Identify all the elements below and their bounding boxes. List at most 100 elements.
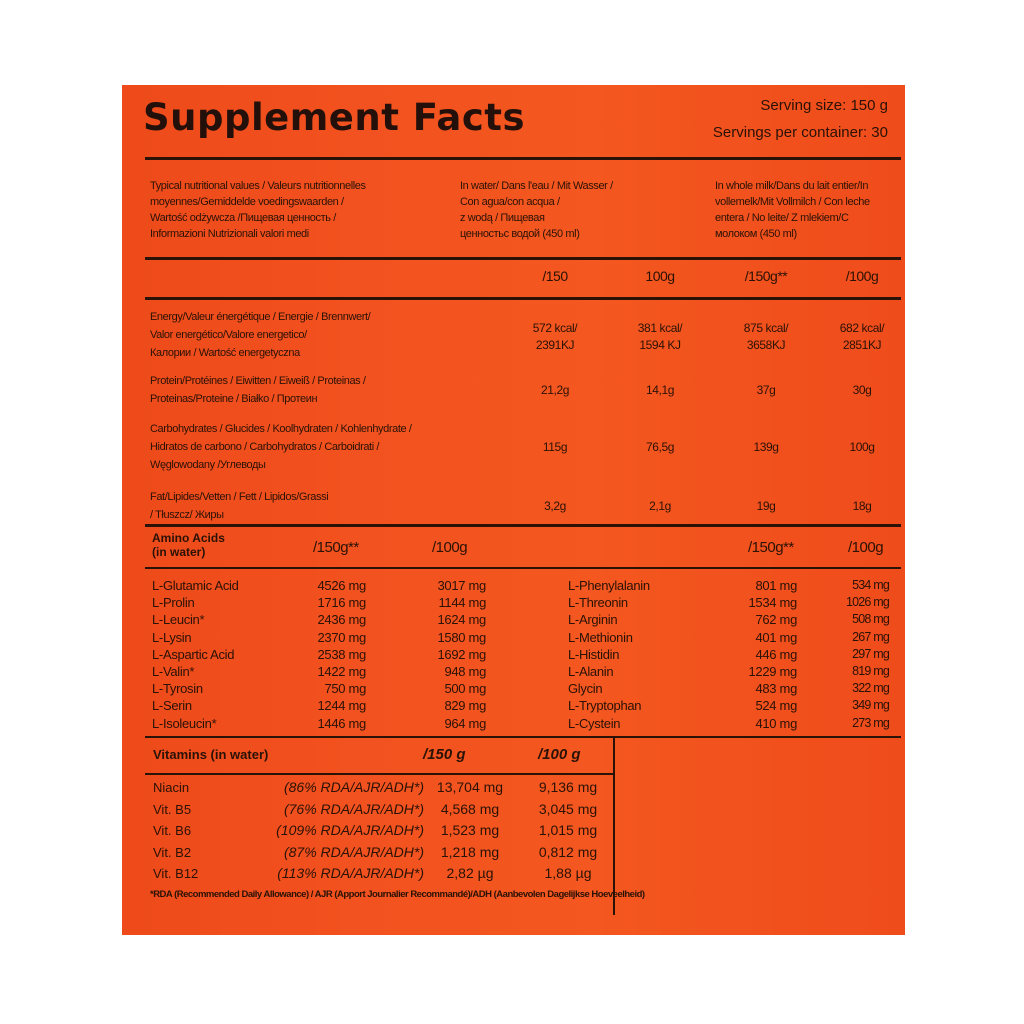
header-line: In whole milk/Dans du lait entier/In [715, 180, 869, 192]
nutrient-value: 139g [721, 439, 811, 456]
amino-value-100g: 819 mg [852, 664, 890, 678]
nutrient-value: 18g [817, 498, 907, 515]
vitamin-rda: (76% RDA/AJR/ADH*) [283, 800, 424, 817]
nutrient-value: 37g [721, 382, 811, 399]
header-line: In water/ Dans l'eau / Mit Wasser / [460, 180, 613, 192]
nutrient-value: 100g [817, 439, 907, 456]
amino-value-100g: 508 mg [852, 612, 890, 627]
amino-value-100g: 1580 mg [437, 629, 487, 645]
nutrient-value-line: 682 kcal/ [839, 321, 885, 335]
amino-acid-name: L-Histidin [568, 646, 620, 662]
servings-per-container: Servings per container: 30 [712, 124, 888, 141]
nutrient-value-line: 381 kcal/ [637, 321, 683, 335]
amino-value-100g: 267 mg [852, 629, 890, 644]
header-line: moyennes/Gemiddelde voedingswaarden / [150, 196, 344, 208]
vitamin-name: Vit. B12 [153, 866, 199, 881]
vitamins-col-100: /100 g [538, 746, 581, 763]
amino-value-150g: 1446 mg [317, 715, 367, 731]
nutrient-value-line: 139g [753, 439, 779, 454]
vitamin-value-100g: 0,812 mg [538, 843, 598, 860]
nutrient-value: 572 kcal/2391KJ [510, 320, 600, 354]
nutrient-value: 21,2g [510, 382, 600, 399]
header-in-water: In water/ Dans l'eau / Mit Wasser / Con a… [460, 178, 613, 242]
nutrient-value-line: 3,2g [544, 498, 566, 513]
nutrient-value: 30g [817, 382, 907, 399]
nutrient-value-line: 21,2g [540, 382, 570, 397]
nutrient-value: 2,1g [615, 498, 705, 515]
nutrient-name-line: Valor energético/Valore energetico/ [150, 329, 307, 341]
vitamin-value-100g: 1,88 µg [544, 865, 592, 881]
amino-value-150g: 410 mg [755, 715, 797, 731]
amino-value-150g: 524 mg [755, 698, 797, 714]
nutrient-value: 381 kcal/1594 KJ [615, 320, 705, 354]
nutrient-value: 115g [510, 439, 600, 456]
vitamin-rda: (86% RDA/AJR/ADH*) [283, 779, 424, 795]
nutrient-name-line: Protein/Protéines / Eiwitten / Eiweiß / … [150, 375, 366, 387]
vitamin-value-150g: 13,704 mg [436, 779, 504, 795]
divider [145, 297, 901, 300]
amino-value-150g: 1229 mg [748, 664, 798, 679]
amino-value-100g: 1144 mg [438, 595, 486, 611]
nutrient-value-line: 3658KJ [746, 338, 786, 352]
amino-value-100g: 1692 mg [437, 646, 487, 662]
vitamin-name: Niacin [153, 780, 190, 795]
amino-value-100g: 1624 mg [437, 612, 487, 628]
nutrient-name-line: Węglowodany /Углеводы [150, 459, 266, 471]
nutrient-value-line: 30g [852, 382, 872, 397]
header-line: Wartość odżywcza /Пищевая ценность / [150, 212, 336, 224]
amino-acid-name: L-Methionin [568, 629, 633, 645]
nutrient-value-line: 1594 KJ [639, 338, 681, 352]
nutrient-name-line: Energy/Valeur énergétique / Energie / Br… [150, 311, 371, 323]
amino-heading-line: (in water) [152, 545, 206, 559]
amino-value-150g: 401 mg [755, 629, 797, 645]
vitamin-rda: (109% RDA/AJR/ADH*) [276, 822, 424, 838]
vitamin-rda: (113% RDA/AJR/ADH*) [277, 865, 424, 881]
column-header: /150 [542, 268, 568, 284]
nutrient-value: 19g [721, 498, 811, 515]
nutrient-name-line: / Tłuszcz/ Жиры [150, 509, 224, 521]
amino-column-header: /100g [432, 539, 468, 556]
divider [145, 257, 901, 260]
amino-acid-name: L-Alanin [568, 664, 614, 679]
amino-column-header: /150g** [748, 539, 794, 556]
divider [145, 736, 901, 738]
amino-acid-name: L-Prolin [152, 595, 195, 611]
vitamins-col-150: /150 g [423, 746, 466, 763]
serving-size: Serving size: 150 g [760, 97, 888, 114]
nutrient-value-line: 2391KJ [535, 338, 575, 352]
vitamin-value-150g: 1,523 mg [440, 822, 500, 838]
vitamin-value-100g: 9,136 mg [538, 779, 598, 795]
amino-acid-name: L-Tryptophan [568, 698, 642, 714]
amino-column-header: /100g [848, 539, 884, 556]
amino-value-100g: 534 mg [852, 578, 890, 592]
header-line: vollemelk/Mit Vollmilch / Con leche [715, 196, 870, 208]
amino-value-150g: 4526 mg [317, 578, 367, 593]
nutrient-value: 875 kcal/3658KJ [721, 320, 811, 354]
amino-value-150g: 1244 mg [317, 698, 367, 714]
amino-value-150g: 1422 mg [317, 664, 367, 679]
nutrient-name-line: Hidratos de carbono / Carbohydratos / Ca… [150, 441, 380, 453]
nutrient-name-line: Carbohydrates / Glucides / Koolhydraten … [150, 423, 412, 435]
nutrient-value-line: 76,5g [645, 439, 675, 454]
divider [145, 157, 901, 160]
divider [145, 524, 901, 527]
nutrient-name: Protein/Protéines / Eiwitten / Eiweiß / … [150, 372, 366, 408]
column-header: 100g [645, 268, 675, 284]
divider [145, 567, 901, 569]
vitamin-name: Vit. B2 [153, 844, 192, 860]
amino-acid-name: L-Phenylalanin [568, 578, 650, 593]
amino-value-100g: 829 mg [444, 698, 486, 714]
amino-value-100g: 948 mg [444, 664, 486, 679]
header-in-milk: In whole milk/Dans du lait entier/In voll… [715, 178, 870, 242]
divider [145, 773, 615, 775]
amino-value-100g: 500 mg [444, 681, 486, 697]
amino-acid-name: L-Arginin [568, 612, 618, 628]
page-title: Supplement Facts [143, 96, 526, 139]
amino-acid-name: L-Valin* [152, 664, 195, 679]
footnote: *RDA (Recommended Daily Allowance) / AJR… [150, 889, 645, 900]
amino-column-header: /150g** [313, 539, 359, 556]
header-line: молоком (450 ml) [715, 228, 797, 240]
amino-value-150g: 2436 mg [317, 612, 367, 628]
column-header: /150g** [744, 268, 788, 284]
amino-acid-name: L-Threonin [568, 595, 628, 611]
